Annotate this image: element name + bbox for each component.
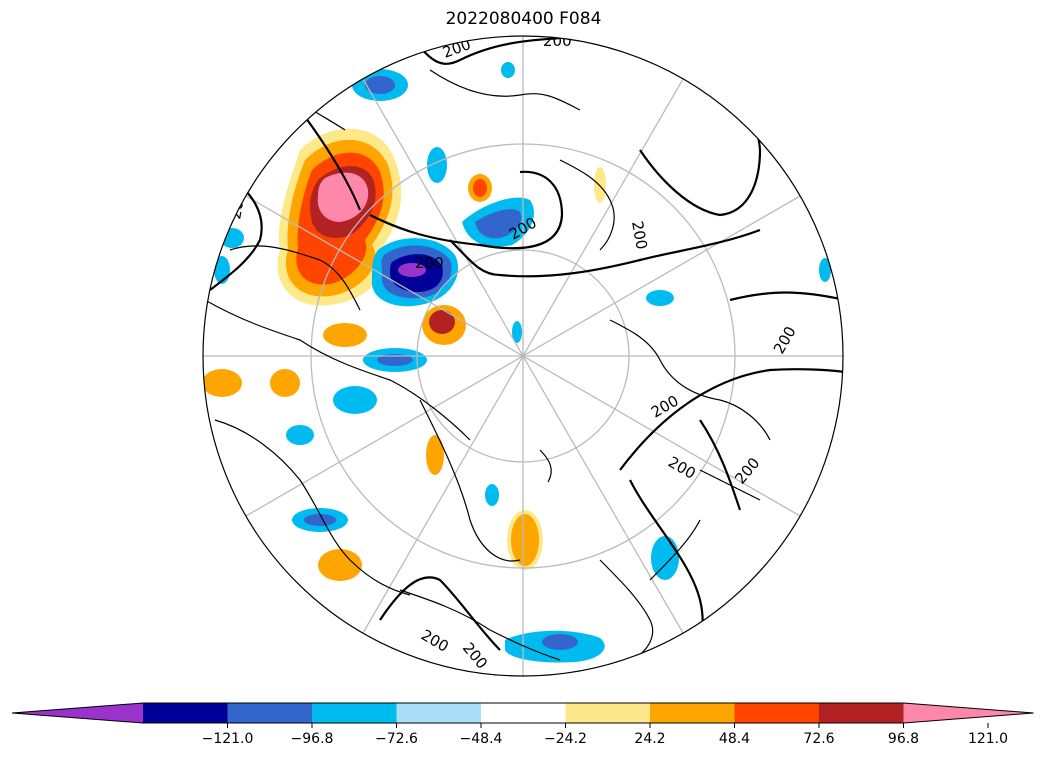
cold-anomaly-region	[485, 484, 499, 506]
colorbar-swatch	[12, 703, 143, 723]
polar-map: 200 200 200 200 200 200 200 200 200 200 …	[202, 32, 844, 677]
colorbar-swatch	[903, 703, 1034, 723]
cold-anomaly-region	[304, 514, 336, 526]
colorbar-tick-label: −121.0	[202, 731, 254, 747]
colorbar-tick-label: 48.4	[719, 731, 750, 747]
warm-anomaly-region	[318, 549, 362, 581]
contour-label: 200	[731, 454, 763, 488]
colorbar: −121.0 −96.8 −72.6 −48.4 −24.2 24.2 48.4 72.6 96…	[11, 702, 1034, 747]
contour-label: 200	[770, 323, 800, 357]
colorbar-tick-label: 24.2	[634, 731, 665, 747]
colorbar-tick-label: 72.6	[803, 731, 834, 747]
cold-anomaly-region	[542, 634, 578, 650]
colorbar-ticks: −121.0 −96.8 −72.6 −48.4 −24.2 24.2 48.4 72.6 96…	[202, 723, 1008, 747]
colorbar-swatch	[650, 703, 735, 723]
colorbar-tick-label: −72.6	[375, 731, 418, 747]
cold-anomaly-region	[220, 228, 244, 248]
colorbar-swatch	[143, 703, 228, 723]
cold-anomaly-region	[427, 147, 447, 183]
cold-anomaly-region	[365, 76, 395, 94]
contour-label: 200	[415, 254, 444, 272]
colorbar-tick-label: −48.4	[460, 731, 503, 747]
colorbar-swatch	[227, 703, 313, 723]
contour-label: 200	[226, 189, 249, 220]
colorbar-swatches	[11, 702, 1034, 724]
colorbar-tick-label: 121.0	[968, 731, 1008, 747]
cold-anomaly-region	[377, 354, 413, 366]
cold-anomaly-region	[286, 425, 314, 445]
colorbar-swatch	[734, 703, 820, 723]
cold-anomaly-region	[475, 209, 522, 239]
contour-label: 200	[665, 453, 699, 483]
colorbar-swatch	[312, 703, 397, 723]
anomaly-shading	[203, 62, 831, 663]
cold-anomaly-region	[501, 62, 515, 78]
contour-label: 200	[648, 392, 682, 422]
warm-anomaly-region	[429, 310, 455, 334]
colorbar-swatch	[481, 703, 566, 723]
map-boundary	[202, 35, 844, 677]
contour-label: 200	[628, 220, 651, 251]
contour-label: 200	[418, 626, 452, 656]
colorbar-tick-label: 96.8	[888, 731, 919, 747]
cold-anomaly-region	[651, 536, 679, 580]
contour-label: 200	[459, 639, 491, 673]
colorbar-tick-label: −96.8	[291, 731, 334, 747]
warm-anomaly-region	[323, 323, 367, 347]
graticule	[203, 36, 843, 676]
cold-anomaly-region	[333, 386, 377, 414]
warm-anomaly-region	[203, 369, 242, 397]
warm-anomaly-region	[594, 167, 606, 203]
colorbar-outline	[11, 702, 1034, 724]
colorbar-swatch	[396, 703, 482, 723]
cold-anomaly-region	[819, 258, 831, 282]
colorbar-tick-label: −24.2	[544, 731, 587, 747]
warm-anomaly-region	[426, 435, 444, 475]
plot-title: 2022080400 F084	[445, 9, 602, 29]
contour-label: 200	[543, 32, 572, 50]
warm-anomaly-region	[473, 179, 487, 197]
warm-anomaly-region	[317, 172, 369, 222]
colorbar-swatch	[565, 703, 651, 723]
warm-anomaly-region	[270, 369, 300, 397]
cold-anomaly-region	[512, 321, 522, 343]
warm-anomaly-region	[511, 514, 539, 566]
cold-anomaly-region	[646, 290, 674, 306]
contour-label: 200	[440, 35, 473, 62]
cold-anomaly-region	[398, 263, 426, 277]
colorbar-swatch	[819, 703, 904, 723]
